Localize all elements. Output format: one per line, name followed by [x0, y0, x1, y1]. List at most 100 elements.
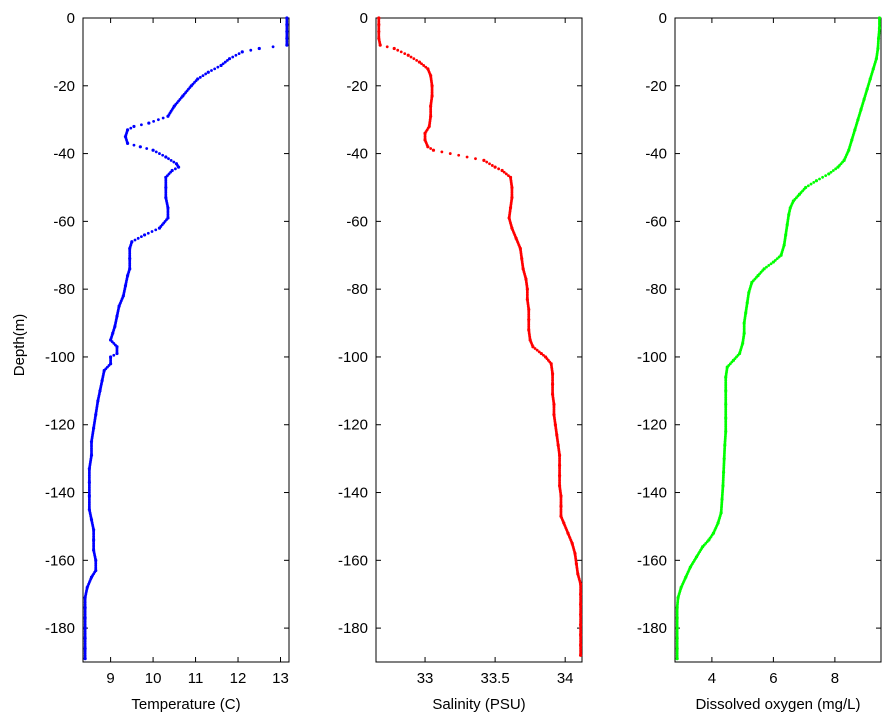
salinity-interp-point — [440, 150, 444, 154]
salinity-data-point — [493, 165, 497, 169]
oxygen-data-point — [779, 253, 783, 257]
oxygen-interp-point — [812, 180, 816, 184]
salinity-interp-point — [399, 50, 403, 54]
temperature-interp-point — [150, 230, 154, 233]
temperature-interp-point — [161, 153, 165, 157]
temperature-data-point — [164, 155, 168, 159]
salinity-ytick-label: -160 — [338, 552, 368, 569]
salinity-ytick-label: -180 — [338, 620, 368, 637]
salinity-interp-point — [537, 350, 541, 354]
temperature-ytick-label: -160 — [45, 552, 75, 569]
oxygen-interp-point — [821, 175, 824, 179]
temperature-ytick-label: 0 — [67, 10, 75, 27]
temperature-interp-point — [152, 119, 156, 123]
salinity-interp-point — [485, 160, 489, 164]
salinity-interp-point — [474, 157, 477, 161]
temperature-interp-point — [198, 75, 202, 79]
oxygen-ytick-label: -180 — [637, 620, 667, 637]
temperature-interp-point — [154, 150, 158, 154]
salinity-data-point — [482, 158, 486, 162]
temperature-ytick-label: -100 — [45, 349, 75, 366]
salinity-interp-point — [424, 65, 428, 69]
salinity-interp-point — [422, 64, 426, 67]
salinity-data-point — [426, 145, 430, 149]
oxygen-ytick-label: -140 — [637, 485, 667, 502]
oxygen-ytick-label: -20 — [645, 78, 667, 95]
salinity-interp-point — [533, 347, 537, 350]
salinity-interp-point — [465, 155, 469, 159]
oxygen-data-point — [827, 172, 831, 176]
salinity-interp-point — [535, 348, 539, 352]
salinity-data-point — [378, 43, 382, 47]
temperature-data-point — [151, 148, 155, 152]
salinity-interp-point — [415, 58, 419, 62]
salinity-interp-point — [488, 162, 491, 166]
salinity-x-axis-label: Salinity (PSU) — [432, 696, 525, 713]
temperature-xtick-label: 11 — [188, 670, 204, 687]
oxygen-x-axis-label: Dissolved oxygen (mg/L) — [695, 696, 860, 713]
temperature-data-point — [125, 141, 130, 146]
salinity-interp-point — [396, 48, 400, 52]
dissolved-oxygen-panel: 0 -20 -40 -60 -80 -100 -120 -140 -160 -180 4 6 8 Diss… — [637, 10, 882, 713]
temperature-interp-point — [271, 45, 275, 49]
temperature-interp-point — [213, 67, 217, 71]
temperature-interp-point — [140, 123, 143, 127]
temperature-data-point — [157, 226, 162, 230]
temperature-data-point — [147, 121, 151, 125]
salinity-interp-point — [507, 174, 510, 178]
oxygen-interp-point — [775, 257, 779, 261]
salinity-ytick-label: -20 — [346, 78, 368, 95]
salinity-interp-point — [409, 55, 413, 59]
temperature-interp-point — [221, 62, 225, 66]
temperature-interp-point — [167, 157, 170, 161]
temperature-interp-point — [133, 238, 137, 242]
temperature-ytick-label: -40 — [53, 146, 75, 163]
temperature-data-point — [285, 43, 289, 47]
temperature-interp-point — [204, 72, 208, 76]
temperature-interp-point — [129, 126, 133, 130]
temperature-data-point — [176, 165, 181, 169]
oxygen-ytick-label: -120 — [637, 417, 667, 434]
temperature-data-point — [115, 351, 119, 356]
temperature-ytick-label: -60 — [53, 213, 75, 230]
temperature-interp-point — [231, 55, 235, 59]
oxygen-interp-point — [818, 177, 821, 181]
salinity-ytick-label: -100 — [338, 349, 368, 366]
salinity-interp-point — [542, 353, 545, 357]
temperature-interp-point — [201, 74, 205, 78]
salinity-axes-box — [375, 17, 583, 663]
oxygen-interp-point — [765, 265, 768, 269]
temperature-interp-point — [158, 152, 161, 155]
temperature-interp-point — [145, 147, 149, 150]
temperature-interp-point — [140, 235, 143, 239]
temperature-interp-point — [226, 58, 229, 62]
temperature-data-point — [206, 70, 210, 74]
salinity-data-point — [500, 168, 504, 173]
temperature-data-point — [257, 46, 261, 51]
temperature-interp-point — [156, 118, 160, 122]
temperature-ytick-label: -180 — [45, 620, 75, 637]
temperature-interp-point — [210, 69, 213, 72]
salinity-ytick-label: -60 — [346, 213, 368, 230]
temperature-interp-point — [161, 116, 165, 120]
salinity-data-point — [406, 53, 410, 57]
salinity-data-point — [539, 351, 543, 356]
temperature-interp-point — [249, 48, 253, 52]
salinity-ytick-label: 0 — [360, 10, 368, 27]
salinity-interp-point — [420, 62, 423, 66]
oxygen-ytick-label: -100 — [637, 349, 667, 366]
salinity-interp-point — [448, 152, 452, 155]
salinity-ytick-label: -140 — [338, 485, 368, 502]
temperature-interp-point — [173, 167, 177, 171]
salinity-data-point — [417, 60, 422, 64]
temperature-interp-point — [237, 52, 241, 55]
oxygen-interp-point — [831, 169, 835, 172]
salinity-xtick-label: 33 — [417, 670, 434, 687]
salinity-interp-point — [490, 164, 494, 167]
salinity-xtick-label: 34 — [557, 670, 574, 687]
temperature-interp-point — [169, 158, 173, 162]
oxygen-ytick-label: -80 — [645, 281, 667, 298]
oxygen-interp-point — [767, 264, 771, 267]
salinity-data-point — [431, 148, 436, 152]
temperature-ytick-label: -140 — [45, 485, 75, 502]
